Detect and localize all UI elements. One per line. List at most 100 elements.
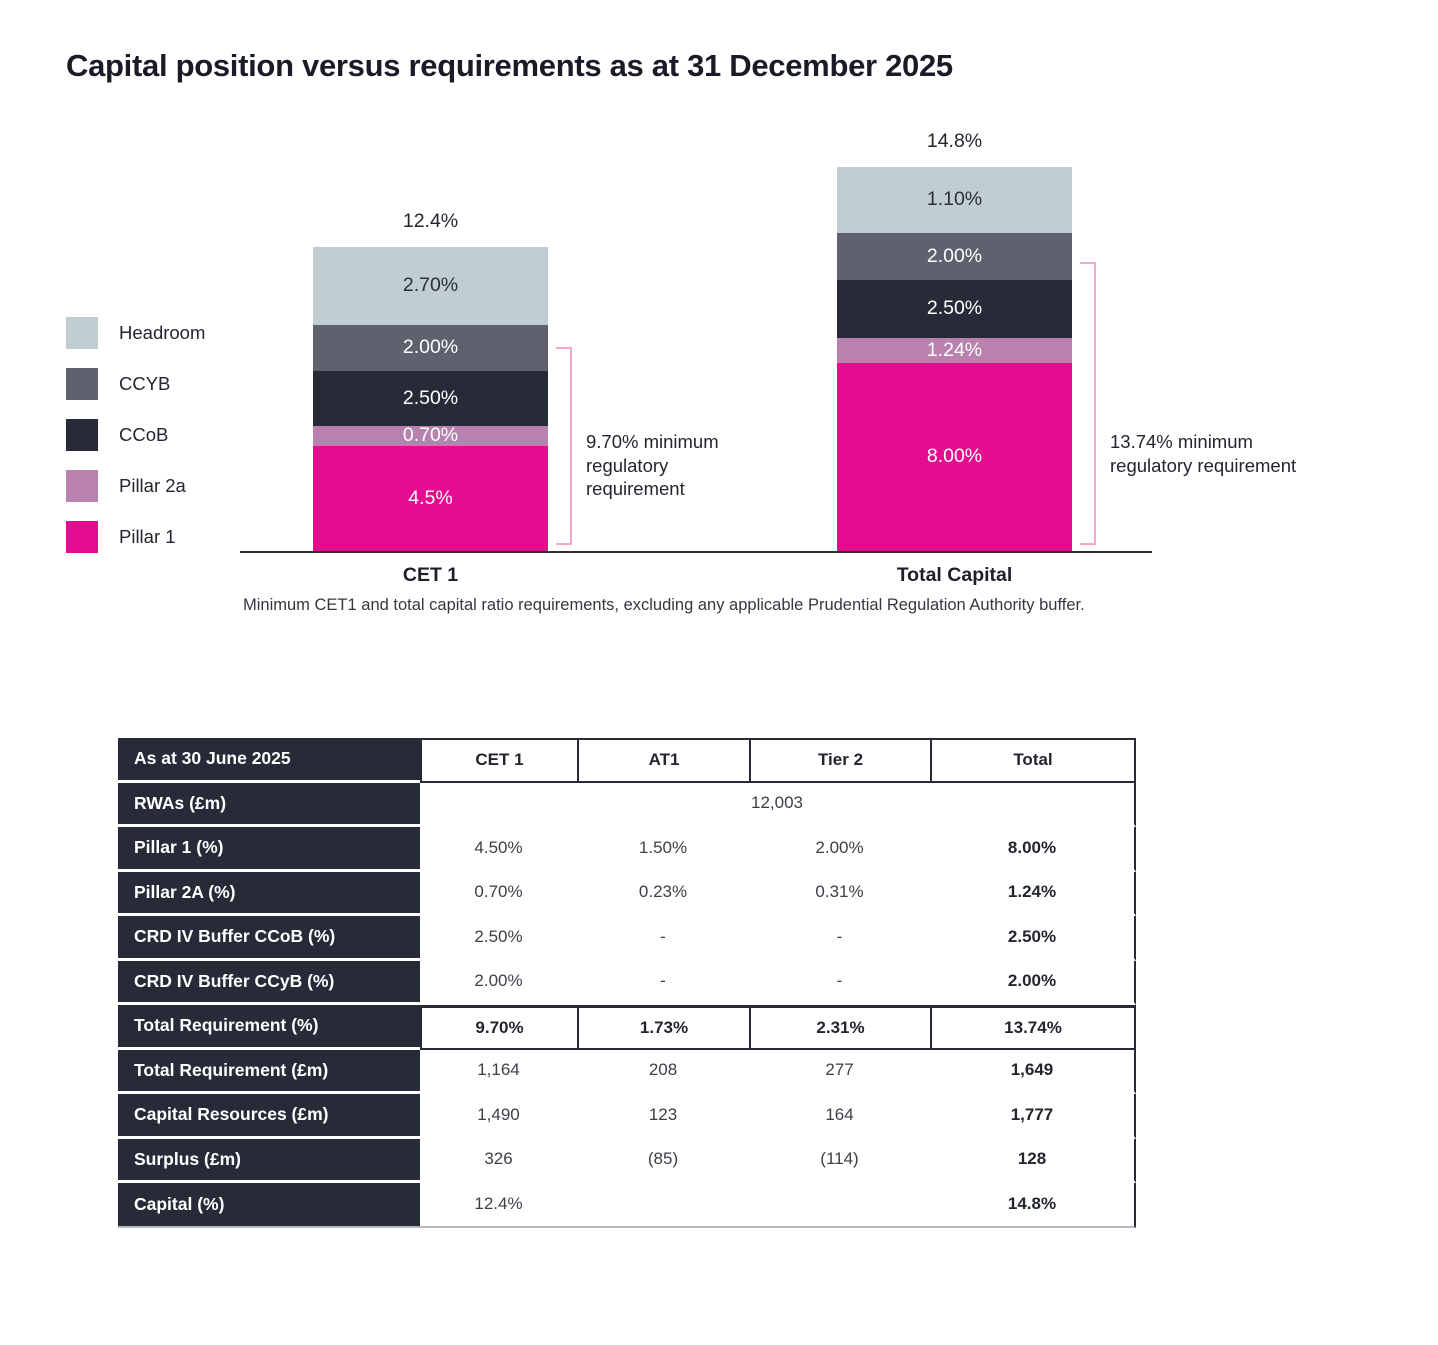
table-cell: - <box>577 960 749 1005</box>
table-cell: 1.50% <box>577 827 749 872</box>
table-cell: 12.4% <box>420 1183 577 1228</box>
segment-ccob: 2.50% <box>837 280 1072 338</box>
row-label: CRD IV Buffer CCyB (%) <box>118 960 420 1005</box>
legend-item-pillar-2a: Pillar 2a <box>66 470 205 502</box>
segment-ccob: 2.50% <box>313 371 548 426</box>
table-row: Pillar 2A (%) 0.70% 0.23% 0.31% 1.24% <box>118 871 1136 916</box>
table-cell: 1,164 <box>420 1049 577 1094</box>
table-row: Capital Resources (£m) 1,490 123 164 1,777 <box>118 1094 1136 1139</box>
table-cell: 12,003 <box>420 782 1136 827</box>
segment-headroom: 1.10% <box>837 167 1072 233</box>
segment-value-label: 8.00% <box>926 445 983 468</box>
bar-total-label: 12.4% <box>402 210 459 232</box>
segment-pillar-1: 8.00% <box>837 363 1072 551</box>
table-row: Pillar 1 (%) 4.50% 1.50% 2.00% 8.00% <box>118 827 1136 872</box>
legend-item-ccyb: CCYB <box>66 368 205 400</box>
table-cell: 326 <box>420 1138 577 1183</box>
table-cell: 1,777 <box>930 1094 1136 1139</box>
table-row: CRD IV Buffer CCyB (%) 2.00% - -2.00% <box>118 960 1136 1005</box>
row-label: Total Requirement (£m) <box>118 1049 420 1094</box>
segment-value-label: 0.70% <box>402 424 459 447</box>
table-cell: 2.00% <box>930 960 1136 1005</box>
table-row: Surplus (£m) 326 (85) (114) 128 <box>118 1138 1136 1183</box>
row-label: Capital Resources (£m) <box>118 1094 420 1139</box>
segment-value-label: 1.10% <box>926 188 983 211</box>
legend-label: Pillar 1 <box>119 526 176 547</box>
table-cell: 1.24% <box>930 871 1136 916</box>
requirement-text-total-capital: 13.74% minimum regulatory requirement <box>1110 431 1297 476</box>
segment-value-label: 1.24% <box>926 338 983 361</box>
table-cell: 1.73% <box>577 1005 749 1050</box>
table-cell <box>577 1183 749 1228</box>
table-row: Capital (%) 12.4% 14.8% <box>118 1183 1136 1228</box>
table-row: CRD IV Buffer CCoB (%) 2.50% - -2.50% <box>118 916 1136 961</box>
table-cell: 208 <box>577 1049 749 1094</box>
table-cell: 2.00% <box>749 827 930 872</box>
legend-item-ccob: CCoB <box>66 419 205 451</box>
column-header-at1: AT1 <box>577 738 749 783</box>
segment-value-label: 2.00% <box>402 336 459 359</box>
table-cell: 14.8% <box>930 1183 1136 1228</box>
category-label-cet-1: CET 1 <box>402 564 459 586</box>
row-label: Capital (%) <box>118 1183 420 1228</box>
table-cell: 128 <box>930 1138 1136 1183</box>
headroom-swatch <box>66 317 98 349</box>
table-cell: 0.31% <box>749 871 930 916</box>
segment-ccyb: 2.00% <box>837 233 1072 280</box>
pillar-1-swatch <box>66 521 98 553</box>
chart-legend: Headroom CCYB CCoB Pillar 2a Pillar 1 <box>66 317 205 553</box>
bar-total-capital: 1.10% 2.00% 2.50% 1.24% 8.00% <box>837 167 1072 551</box>
requirement-bracket-cet-1 <box>556 347 572 545</box>
table-cell: - <box>749 960 930 1005</box>
pillar-2a-swatch <box>66 470 98 502</box>
table-cell: 1,649 <box>930 1049 1136 1094</box>
requirement-text-cet-1: 9.70% minimum regulatory requirement <box>586 431 719 500</box>
segment-value-label: 2.50% <box>402 386 459 409</box>
row-label: Surplus (£m) <box>118 1138 420 1183</box>
legend-label: Headroom <box>119 322 206 343</box>
column-header-cet-1: CET 1 <box>420 738 577 783</box>
table-cell: 0.23% <box>577 871 749 916</box>
x-axis-line <box>240 551 1152 553</box>
table-row: Total Requirement (£m) 1,164 208 277 1,649 <box>118 1049 1136 1094</box>
page-title: Capital position versus requirements as … <box>66 48 953 83</box>
segment-pillar-2a: 1.24% <box>837 338 1072 363</box>
table-cell: (85) <box>577 1138 749 1183</box>
bar-cet-1: 2.70% 2.00% 2.50% 0.70% 4.5% <box>313 247 548 551</box>
table-cell: 13.74% <box>930 1005 1136 1050</box>
segment-value-label: 4.5% <box>408 486 453 509</box>
table-cell: 2.50% <box>930 916 1136 961</box>
table-cell <box>749 1183 930 1228</box>
column-header-tier-2: Tier 2 <box>749 738 930 783</box>
chart-caption: Minimum CET1 and total capital ratio req… <box>243 596 1085 614</box>
legend-label: Pillar 2a <box>119 475 186 496</box>
table-cell: 0.70% <box>420 871 577 916</box>
table-cell: 9.70% <box>420 1005 577 1050</box>
table-cell: - <box>749 916 930 961</box>
table-row: Total Requirement (%) 9.70% 1.73% 2.31% 13.7… <box>118 1005 1136 1050</box>
row-label: RWAs (£m) <box>118 782 420 827</box>
segment-headroom: 2.70% <box>313 247 548 325</box>
table-cell: 2.00% <box>420 960 577 1005</box>
segment-pillar-1: 4.5% <box>313 446 548 551</box>
category-label-total-capital: Total Capital <box>896 564 1013 586</box>
table-header-row: As at 30 June 2025 CET 1 AT1 Tier 2 Total <box>118 738 1136 783</box>
segment-value-label: 2.70% <box>402 274 459 297</box>
requirement-bracket-total-capital <box>1080 262 1096 545</box>
legend-item-headroom: Headroom <box>66 317 205 349</box>
row-label: Pillar 1 (%) <box>118 827 420 872</box>
table-cell: 164 <box>749 1094 930 1139</box>
ccyb-swatch <box>66 368 98 400</box>
table-cell: 4.50% <box>420 827 577 872</box>
segment-value-label: 2.50% <box>926 297 983 320</box>
bar-total-label: 14.8% <box>926 130 983 152</box>
table-corner-label: As at 30 June 2025 <box>118 738 420 783</box>
table-cell: 2.50% <box>420 916 577 961</box>
ccob-swatch <box>66 419 98 451</box>
row-label: CRD IV Buffer CCoB (%) <box>118 916 420 961</box>
column-header-total: Total <box>930 738 1136 783</box>
row-label: Total Requirement (%) <box>118 1005 420 1050</box>
row-label: Pillar 2A (%) <box>118 871 420 916</box>
table-cell: 123 <box>577 1094 749 1139</box>
